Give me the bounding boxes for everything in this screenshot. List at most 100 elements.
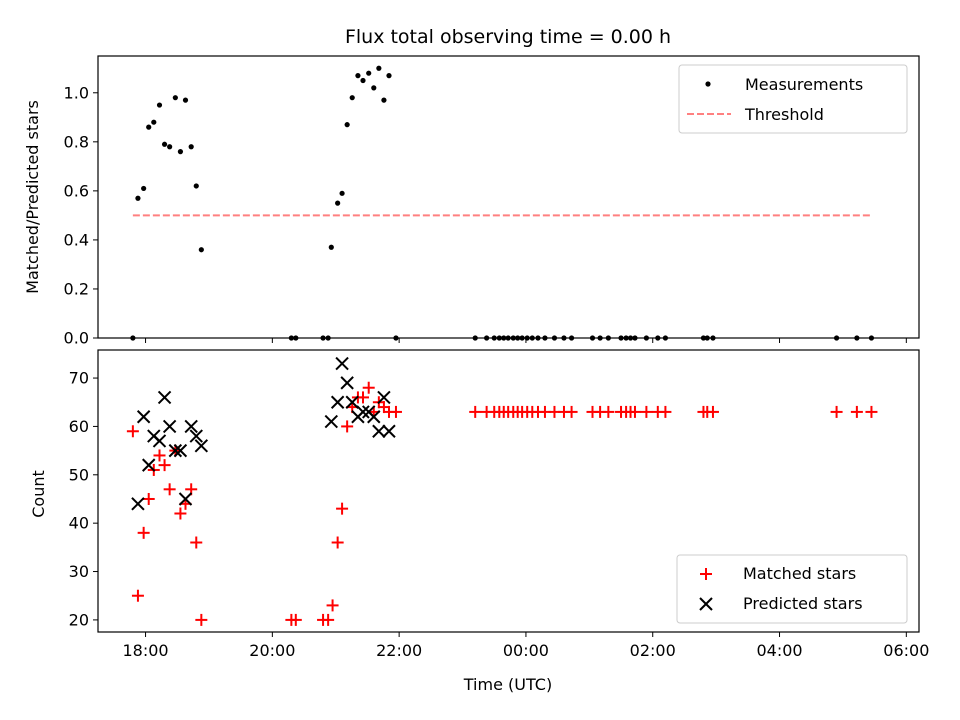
predicted-star-point bbox=[335, 356, 349, 371]
matched-star-point bbox=[469, 405, 482, 418]
matched-star-point bbox=[850, 405, 863, 418]
matched-star-point bbox=[326, 599, 339, 612]
matched-star-point bbox=[322, 613, 335, 626]
x-tick-label: 18:00 bbox=[122, 641, 168, 660]
measurement-point bbox=[349, 95, 355, 101]
matched-star-point bbox=[174, 507, 187, 520]
y-tick-label: 0.8 bbox=[64, 132, 89, 151]
measurement-point bbox=[344, 122, 350, 128]
matched-star-point bbox=[289, 613, 302, 626]
measurement-point bbox=[381, 97, 387, 103]
y-tick-label: 60 bbox=[69, 417, 89, 436]
matched-star-point bbox=[153, 449, 166, 462]
measurement-point bbox=[198, 247, 204, 253]
x-tick-label: 04:00 bbox=[756, 641, 802, 660]
y-tick-label: 0.4 bbox=[64, 230, 89, 249]
top-ylabel: Matched/Predicted stars bbox=[23, 100, 42, 294]
measurement-point bbox=[386, 73, 392, 79]
y-tick-label: 0.0 bbox=[64, 329, 89, 348]
measurements-panel: 0.0 0.2 0.4 0.6 0.8 1.0 Matched/Predicted sta… bbox=[23, 55, 920, 348]
predicted-star-point bbox=[382, 424, 396, 438]
measurement-point bbox=[371, 85, 377, 91]
y-tick-label: 0.2 bbox=[64, 279, 89, 298]
predicted-star-point bbox=[340, 376, 354, 390]
y-tick-label: 50 bbox=[69, 465, 89, 484]
matched-star-point bbox=[131, 589, 144, 602]
x-tick-label: 22:00 bbox=[376, 641, 422, 660]
predicted-star-point bbox=[152, 434, 167, 448]
y-tick-label: 1.0 bbox=[64, 83, 89, 102]
measurement-point bbox=[182, 97, 189, 103]
measurement-point bbox=[146, 124, 152, 130]
measurement-point bbox=[156, 102, 163, 108]
x-tick-label: 02:00 bbox=[630, 641, 676, 660]
matched-star-point bbox=[357, 391, 370, 404]
legend-measurements-label: Measurements bbox=[745, 75, 863, 94]
measurement-point bbox=[188, 144, 194, 150]
predicted-star-point bbox=[173, 443, 188, 458]
legend-matched-marker bbox=[700, 568, 712, 580]
predicted-star-point bbox=[168, 443, 183, 458]
predicted-star-point bbox=[142, 458, 156, 472]
bottom-ylabel: Count bbox=[29, 470, 48, 518]
matched-star-point bbox=[389, 405, 402, 418]
predicted-star-point bbox=[345, 395, 359, 409]
predicted-star-point bbox=[194, 439, 209, 453]
x-tick-label: 20:00 bbox=[249, 641, 295, 660]
measurement-point bbox=[366, 70, 372, 76]
top-legend: Measurements Threshold bbox=[678, 64, 908, 134]
measurement-point bbox=[335, 200, 341, 206]
legend-predicted-marker bbox=[699, 597, 713, 611]
predicted-star-point bbox=[377, 390, 391, 405]
predicted-star-point bbox=[157, 390, 172, 405]
matched-star-point bbox=[137, 526, 150, 539]
predicted-star-point bbox=[367, 410, 381, 424]
x-tick-label: 00:00 bbox=[503, 641, 549, 660]
predicted-star-point bbox=[131, 497, 145, 511]
measurement-point bbox=[339, 190, 345, 196]
bottom-legend: Matched stars Predicted stars bbox=[676, 554, 908, 624]
matched-star-point bbox=[336, 502, 349, 515]
predicted-star-point bbox=[136, 410, 151, 424]
legend-predicted-label: Predicted stars bbox=[743, 594, 863, 613]
matched-star-point bbox=[142, 492, 155, 505]
measurement-point bbox=[177, 149, 184, 155]
measurement-point bbox=[167, 144, 173, 150]
measurement-point bbox=[355, 73, 361, 79]
matched-star-point bbox=[628, 405, 641, 418]
predicted-star-point bbox=[330, 395, 345, 409]
y-tick-label: 20 bbox=[69, 610, 89, 629]
predicted-star-point bbox=[178, 492, 193, 506]
predicted-star-point bbox=[324, 414, 339, 429]
measurement-point bbox=[193, 183, 199, 189]
y-tick-label: 40 bbox=[69, 514, 89, 533]
measurement-point bbox=[151, 119, 157, 125]
bottom-xlabel: Time (UTC) bbox=[463, 675, 552, 694]
legend-matched-label: Matched stars bbox=[743, 564, 856, 583]
predicted-star-point bbox=[356, 405, 370, 419]
y-tick-label: 0.6 bbox=[64, 181, 89, 200]
counts-panel: 20 30 40 50 60 70 18:00 20:00 22:00 00:00 02:00 04… bbox=[29, 349, 929, 694]
matched-star-point bbox=[126, 425, 139, 438]
y-tick-label: 70 bbox=[69, 369, 89, 388]
matched-star-point bbox=[865, 405, 878, 418]
measurement-point bbox=[328, 244, 334, 250]
matched-star-point bbox=[362, 381, 375, 394]
measurement-point bbox=[161, 141, 168, 147]
matched-star-point bbox=[163, 483, 176, 496]
legend-threshold-label: Threshold bbox=[744, 105, 824, 124]
predicted-star-point bbox=[189, 429, 203, 443]
predicted-star-point bbox=[162, 419, 177, 434]
predicted-star-point bbox=[372, 424, 386, 438]
chart-title: Flux total observing time = 0.00 h bbox=[345, 26, 671, 48]
matched-star-point bbox=[331, 536, 344, 549]
matched-star-point bbox=[158, 459, 171, 472]
matched-star-point bbox=[602, 405, 615, 418]
matched-star-point bbox=[195, 613, 208, 626]
measurement-point bbox=[141, 185, 147, 192]
predicted-star-point bbox=[184, 419, 198, 434]
matched-star-point bbox=[706, 405, 719, 418]
matched-star-point bbox=[659, 405, 672, 418]
matched-star-point bbox=[341, 420, 354, 433]
x-tick-label: 06:00 bbox=[883, 641, 929, 660]
